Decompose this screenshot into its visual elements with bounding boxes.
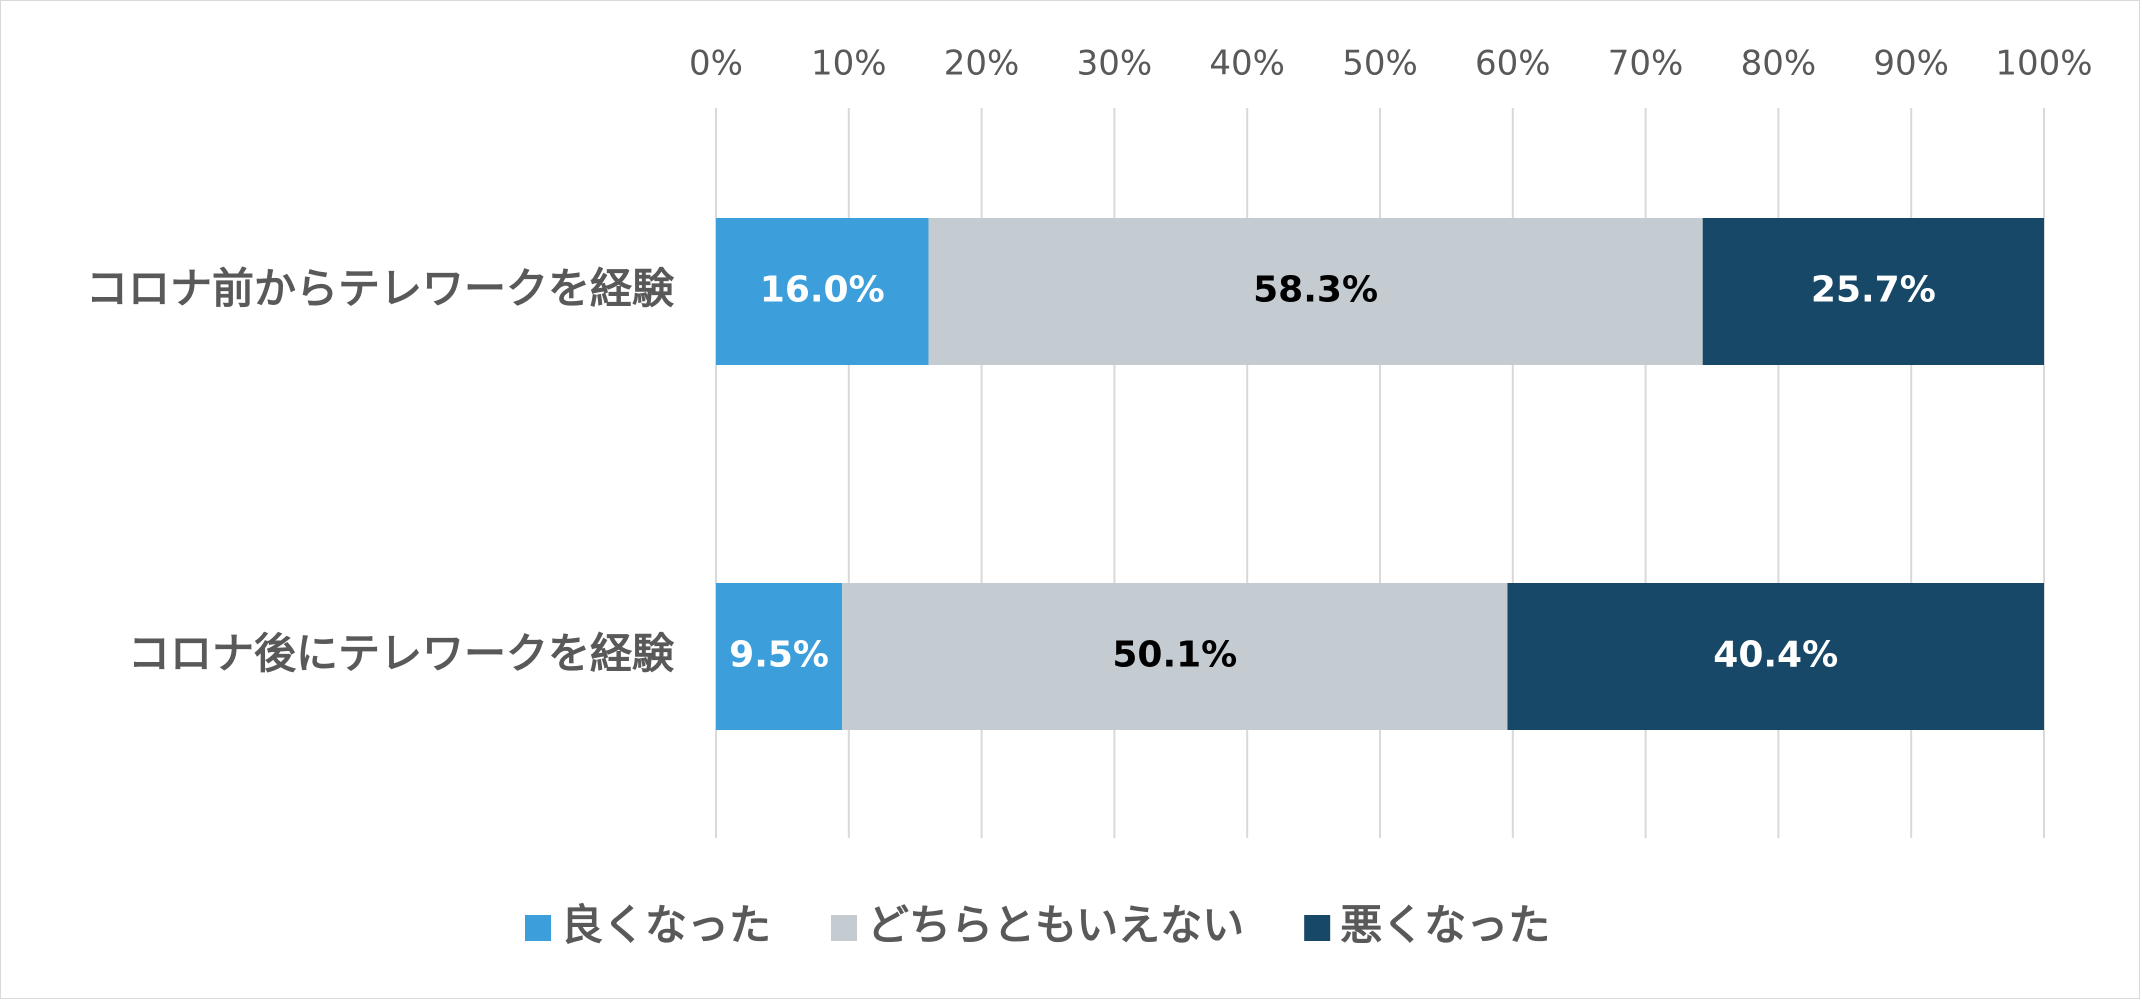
bar-segment xyxy=(716,583,843,730)
legend-item: どちらともいえない xyxy=(831,901,1244,950)
legend-swatch xyxy=(525,915,551,941)
x-tick-label: 80% xyxy=(1741,44,1817,84)
bar-segment xyxy=(928,218,1703,365)
x-tick-label: 60% xyxy=(1475,44,1551,84)
x-tick-label: 30% xyxy=(1077,44,1153,84)
legend-item: 悪くなった xyxy=(1304,901,1550,950)
legend-label: どちらともいえない xyxy=(867,901,1244,950)
legend-swatch xyxy=(1304,915,1331,941)
legend-label: 悪くなった xyxy=(1340,901,1550,950)
legend: 良くなった どちらともいえない 悪くなった xyxy=(525,901,1550,950)
bar-segment xyxy=(842,583,1508,730)
bars: 16.0% 58.3% 25.7% 9.5% 50.1% 40.4% xyxy=(716,218,2044,730)
x-tick-label: 100% xyxy=(1995,44,2092,84)
x-tick-label: 50% xyxy=(1342,44,1418,84)
x-tick-label: 0% xyxy=(689,44,743,84)
bar-segment xyxy=(1507,583,2044,730)
data-label: 16.0% xyxy=(760,270,885,311)
data-label: 9.5% xyxy=(729,635,829,676)
legend-label: 良くなった xyxy=(561,901,771,950)
legend-item: 良くなった xyxy=(525,901,771,950)
category-label: コロナ前からテレワークを経験 xyxy=(86,264,675,313)
bar-segment xyxy=(1702,218,2044,365)
category-label: コロナ後にテレワークを経験 xyxy=(128,629,675,678)
x-axis-tick-labels: 0% 10% 20% 30% 40% 50% 60% 70% 80% 90% 100% xyxy=(689,44,2093,84)
x-tick-label: 90% xyxy=(1873,44,1949,84)
x-tick-label: 10% xyxy=(811,44,887,84)
data-label: 40.4% xyxy=(1713,635,1838,676)
data-label: 58.3% xyxy=(1253,270,1378,311)
x-tick-label: 40% xyxy=(1209,44,1285,84)
legend-swatch xyxy=(831,915,858,941)
x-tick-label: 70% xyxy=(1608,44,1684,84)
bar-segment xyxy=(716,218,929,365)
data-label: 50.1% xyxy=(1112,635,1237,676)
data-label: 25.7% xyxy=(1811,270,1936,311)
x-tick-label: 20% xyxy=(944,44,1020,84)
